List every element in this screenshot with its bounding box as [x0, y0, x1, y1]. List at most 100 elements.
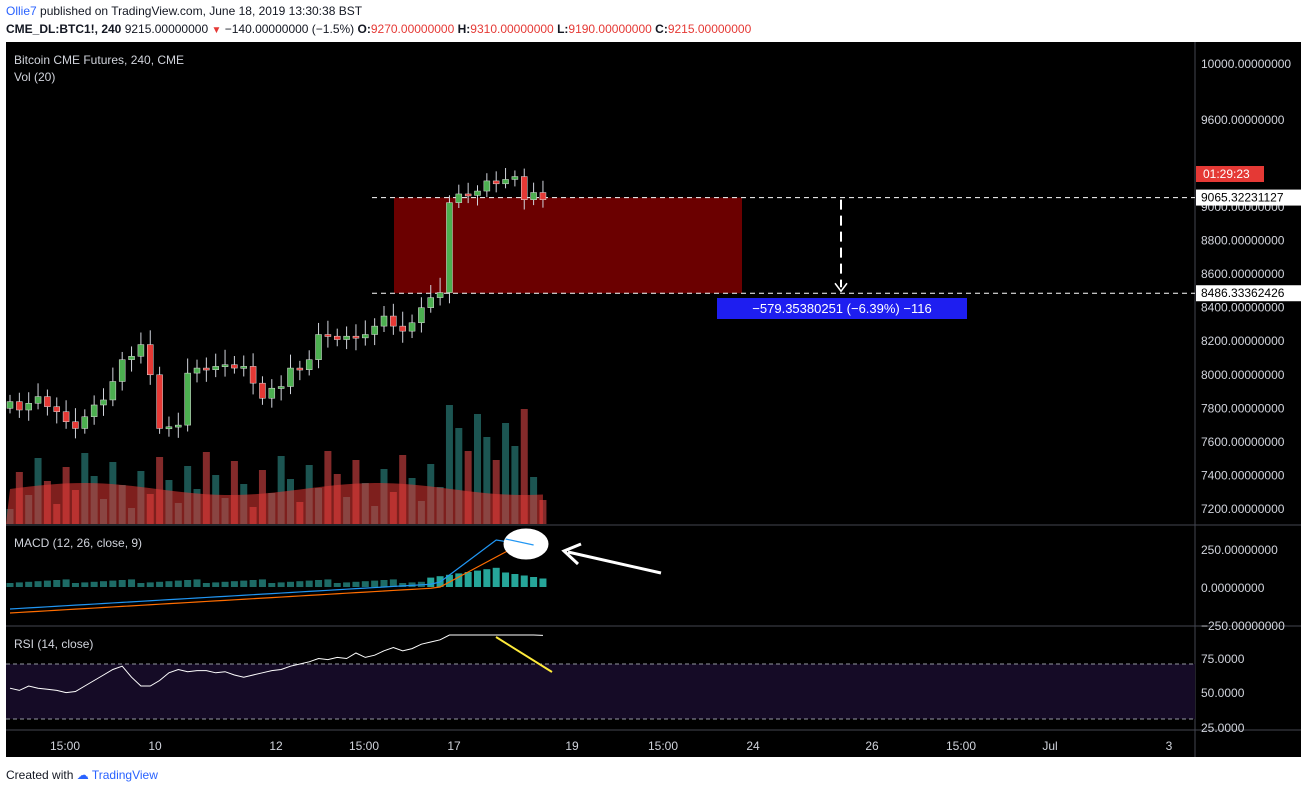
close-label: C: — [655, 22, 668, 36]
macd-line — [9, 538, 543, 610]
time-axis-tick: 3 — [1166, 739, 1173, 753]
macd-histogram-bar — [371, 580, 379, 587]
footer-created: Created with — [6, 768, 74, 782]
candle-body — [455, 193, 463, 203]
macd-histogram-bar — [240, 580, 248, 587]
macd-histogram-bar — [333, 583, 341, 587]
macd-histogram-bar — [156, 581, 164, 587]
time-axis-tick: 15:00 — [349, 739, 379, 753]
candle-body — [231, 364, 238, 369]
lower-price-label: 8486.33362426 — [1201, 286, 1285, 300]
candle-body — [165, 426, 173, 430]
last-price: 9215.00000000 — [124, 22, 209, 36]
time-axis-tick: 12 — [269, 739, 283, 753]
macd-histogram-bar — [287, 581, 294, 587]
rsi-band — [6, 664, 1195, 719]
volume-bar — [483, 437, 491, 524]
measure-label[interactable]: −579.35380251 (−6.39%) −116 — [717, 298, 967, 319]
macd-histogram-bar — [315, 580, 323, 587]
symbol-label: CME_DL:BTC1!, 240 — [6, 22, 122, 36]
signal-line — [9, 542, 544, 614]
candle-body — [305, 359, 313, 370]
candle-body — [62, 411, 70, 423]
macd-histogram-bar — [305, 580, 313, 587]
candle-body — [147, 344, 154, 376]
volume-bar — [520, 409, 528, 524]
macd-histogram-bar — [221, 581, 229, 587]
price-axis-tick: 8400.00000000 — [1201, 301, 1285, 315]
macd-histogram-bar — [34, 581, 42, 587]
upper-price-badge — [1196, 189, 1301, 206]
countdown-badge — [1196, 166, 1264, 182]
macd-histogram-bar — [492, 567, 500, 587]
candle-body — [277, 386, 285, 389]
macd-histogram-bar — [455, 573, 463, 587]
time-axis-tick: 24 — [746, 739, 760, 753]
tradingview-logo-icon[interactable]: ☁ — [76, 768, 89, 782]
macd-line-highlight — [505, 538, 534, 546]
macd-histogram-bar — [43, 580, 51, 587]
candle-body — [81, 416, 89, 429]
price-axis-tick: 7600.00000000 — [1201, 435, 1285, 449]
price-axis-tick: 8600.00000000 — [1201, 267, 1285, 281]
candle-body — [296, 367, 304, 371]
tradingview-brand[interactable]: TradingView — [91, 768, 158, 782]
volume-bar — [474, 414, 481, 524]
volume-bar — [277, 456, 285, 524]
macd-histogram-bar — [174, 580, 182, 587]
time-axis-tick: 10 — [148, 739, 162, 753]
low-value: 9190.00000000 — [568, 22, 652, 36]
candle-body — [34, 396, 42, 404]
macd-histogram-bar — [324, 579, 332, 587]
candle-body — [53, 406, 60, 412]
candle-body — [464, 193, 472, 197]
candle-body — [25, 403, 32, 411]
open-value: 9270.00000000 — [370, 22, 455, 36]
chart-area[interactable]: 10000.00000000 9600.00000000 9000.00000000… — [6, 42, 1301, 757]
macd-histogram-bar — [81, 582, 89, 587]
macd-histogram-bar — [474, 570, 481, 587]
macd-histogram-bar — [389, 579, 397, 587]
publish-info: published on TradingView.com, June 18, 2… — [40, 4, 363, 18]
macd-histogram-bar — [296, 581, 304, 587]
macd-histogram-bar — [539, 578, 547, 587]
volume-bar — [464, 451, 472, 524]
rsi-axis-tick: 50.0000 — [1201, 686, 1245, 700]
macd-histogram-bar — [530, 577, 538, 587]
macd-histogram-bar — [427, 577, 435, 587]
candle-body — [483, 180, 491, 192]
candle-body — [6, 401, 14, 409]
volume-bar — [455, 428, 463, 524]
candle-body — [128, 356, 135, 360]
lower-price-badge — [1196, 285, 1301, 302]
highlight-ellipse — [503, 528, 549, 560]
macd-histogram-bar — [502, 572, 510, 587]
open-label: O: — [357, 22, 371, 36]
candle-body — [474, 190, 481, 196]
candle-body — [268, 387, 276, 399]
author-link[interactable]: Ollie7 — [6, 4, 37, 18]
macd-histogram-bar — [399, 583, 407, 587]
chart-svg[interactable]: 10000.000000009600.000000009000.00000000… — [6, 42, 1301, 757]
candle-body — [530, 192, 537, 200]
low-label: L: — [557, 22, 569, 36]
candle-body — [137, 344, 145, 357]
candle-body — [193, 367, 201, 374]
time-axis-tick: 17 — [447, 739, 461, 753]
candle-body — [72, 421, 79, 429]
macd-axis-tick: 250.00000000 — [1201, 543, 1278, 557]
macd-histogram-bar — [165, 581, 173, 587]
volume-bar — [492, 460, 500, 524]
macd-histogram-bar — [464, 572, 472, 587]
candle-body — [16, 401, 23, 411]
macd-histogram-bar — [258, 579, 266, 587]
macd-histogram-bar — [361, 581, 369, 587]
rsi-axis-tick: 25.0000 — [1201, 721, 1245, 735]
candle-body — [511, 176, 519, 180]
candle-body — [380, 315, 388, 327]
macd-histogram-bar — [408, 582, 416, 587]
rsi-line — [9, 634, 543, 694]
candle-body — [100, 399, 107, 406]
time-axis-tick: 15:00 — [946, 739, 976, 753]
macd-histogram-bar — [146, 582, 154, 587]
